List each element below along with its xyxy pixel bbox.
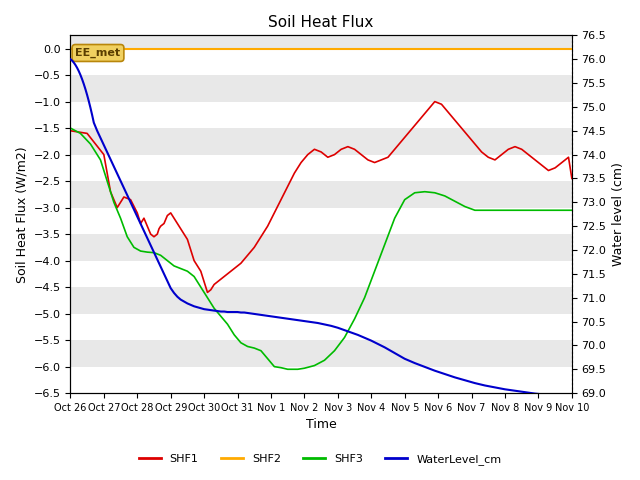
Text: EE_met: EE_met xyxy=(76,48,120,58)
Bar xyxy=(70,48,572,75)
Y-axis label: Water level (cm): Water level (cm) xyxy=(612,162,625,266)
Bar xyxy=(70,208,572,234)
Title: Soil Heat Flux: Soil Heat Flux xyxy=(268,15,374,30)
Legend: SHF1, SHF2, SHF3, WaterLevel_cm: SHF1, SHF2, SHF3, WaterLevel_cm xyxy=(134,450,506,469)
Bar xyxy=(70,313,572,340)
Bar xyxy=(70,261,572,287)
X-axis label: Time: Time xyxy=(306,419,337,432)
Y-axis label: Soil Heat Flux (W/m2): Soil Heat Flux (W/m2) xyxy=(15,146,28,283)
Bar xyxy=(70,102,572,128)
Bar xyxy=(70,367,572,393)
Bar xyxy=(70,155,572,181)
